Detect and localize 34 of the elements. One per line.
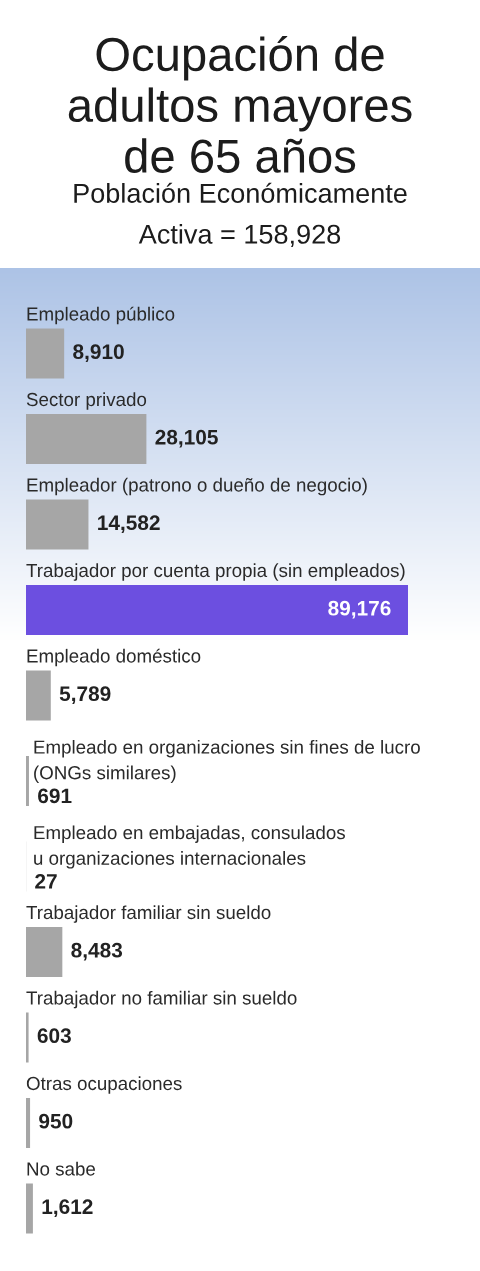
bar	[26, 585, 408, 635]
data-label: 603	[37, 1028, 71, 1044]
y-tick-label: Trabajador no familiar sin sueldo	[26, 990, 297, 1009]
data-label: 28,105	[155, 429, 218, 448]
data-label: 14,582	[98, 515, 160, 534]
data-label: 27	[35, 874, 57, 889]
y-tick-label: Empleado en embajadas, consulados u organizaciones internacionales	[34, 825, 345, 869]
y-tick-label: Empleado en organizaciones sin fines de lucro (ONGs similares)	[34, 739, 420, 784]
chart-subtitle: Población Económicamente Activa = 158,928	[74, 182, 407, 248]
data-label: 89,176	[328, 600, 391, 619]
y-tick-label: Trabajador por cuenta propia (sin empleados)	[26, 563, 405, 581]
bar	[26, 328, 65, 379]
bar	[26, 499, 89, 550]
bar	[26, 414, 147, 464]
bar	[26, 927, 63, 977]
data-label: 8,483	[71, 942, 123, 961]
y-tick-label: Empleado doméstico	[27, 648, 201, 667]
data-label: 5,789	[59, 686, 111, 705]
y-tick-label: Otras ocupaciones	[26, 1076, 182, 1094]
bar	[26, 1183, 33, 1234]
data-label: 950	[39, 1113, 73, 1129]
y-tick-label: No sabe	[27, 1161, 95, 1176]
y-tick-label: Empleado público	[27, 306, 175, 325]
chart-title: Ocupación de adultos mayores de 65 años	[68, 36, 412, 173]
bar	[26, 670, 51, 721]
bar	[26, 1012, 29, 1063]
y-tick-label: Sector privado	[26, 392, 147, 410]
data-label: 8,910	[73, 344, 124, 363]
bar	[26, 756, 29, 806]
y-tick-label: Trabajador familiar sin sueldo	[26, 905, 271, 923]
data-label: 691	[38, 788, 72, 804]
data-label: 1,612	[42, 1199, 93, 1218]
bar	[26, 1098, 31, 1148]
y-tick-label: Empleador (patrono o dueño de negocio)	[27, 477, 367, 496]
